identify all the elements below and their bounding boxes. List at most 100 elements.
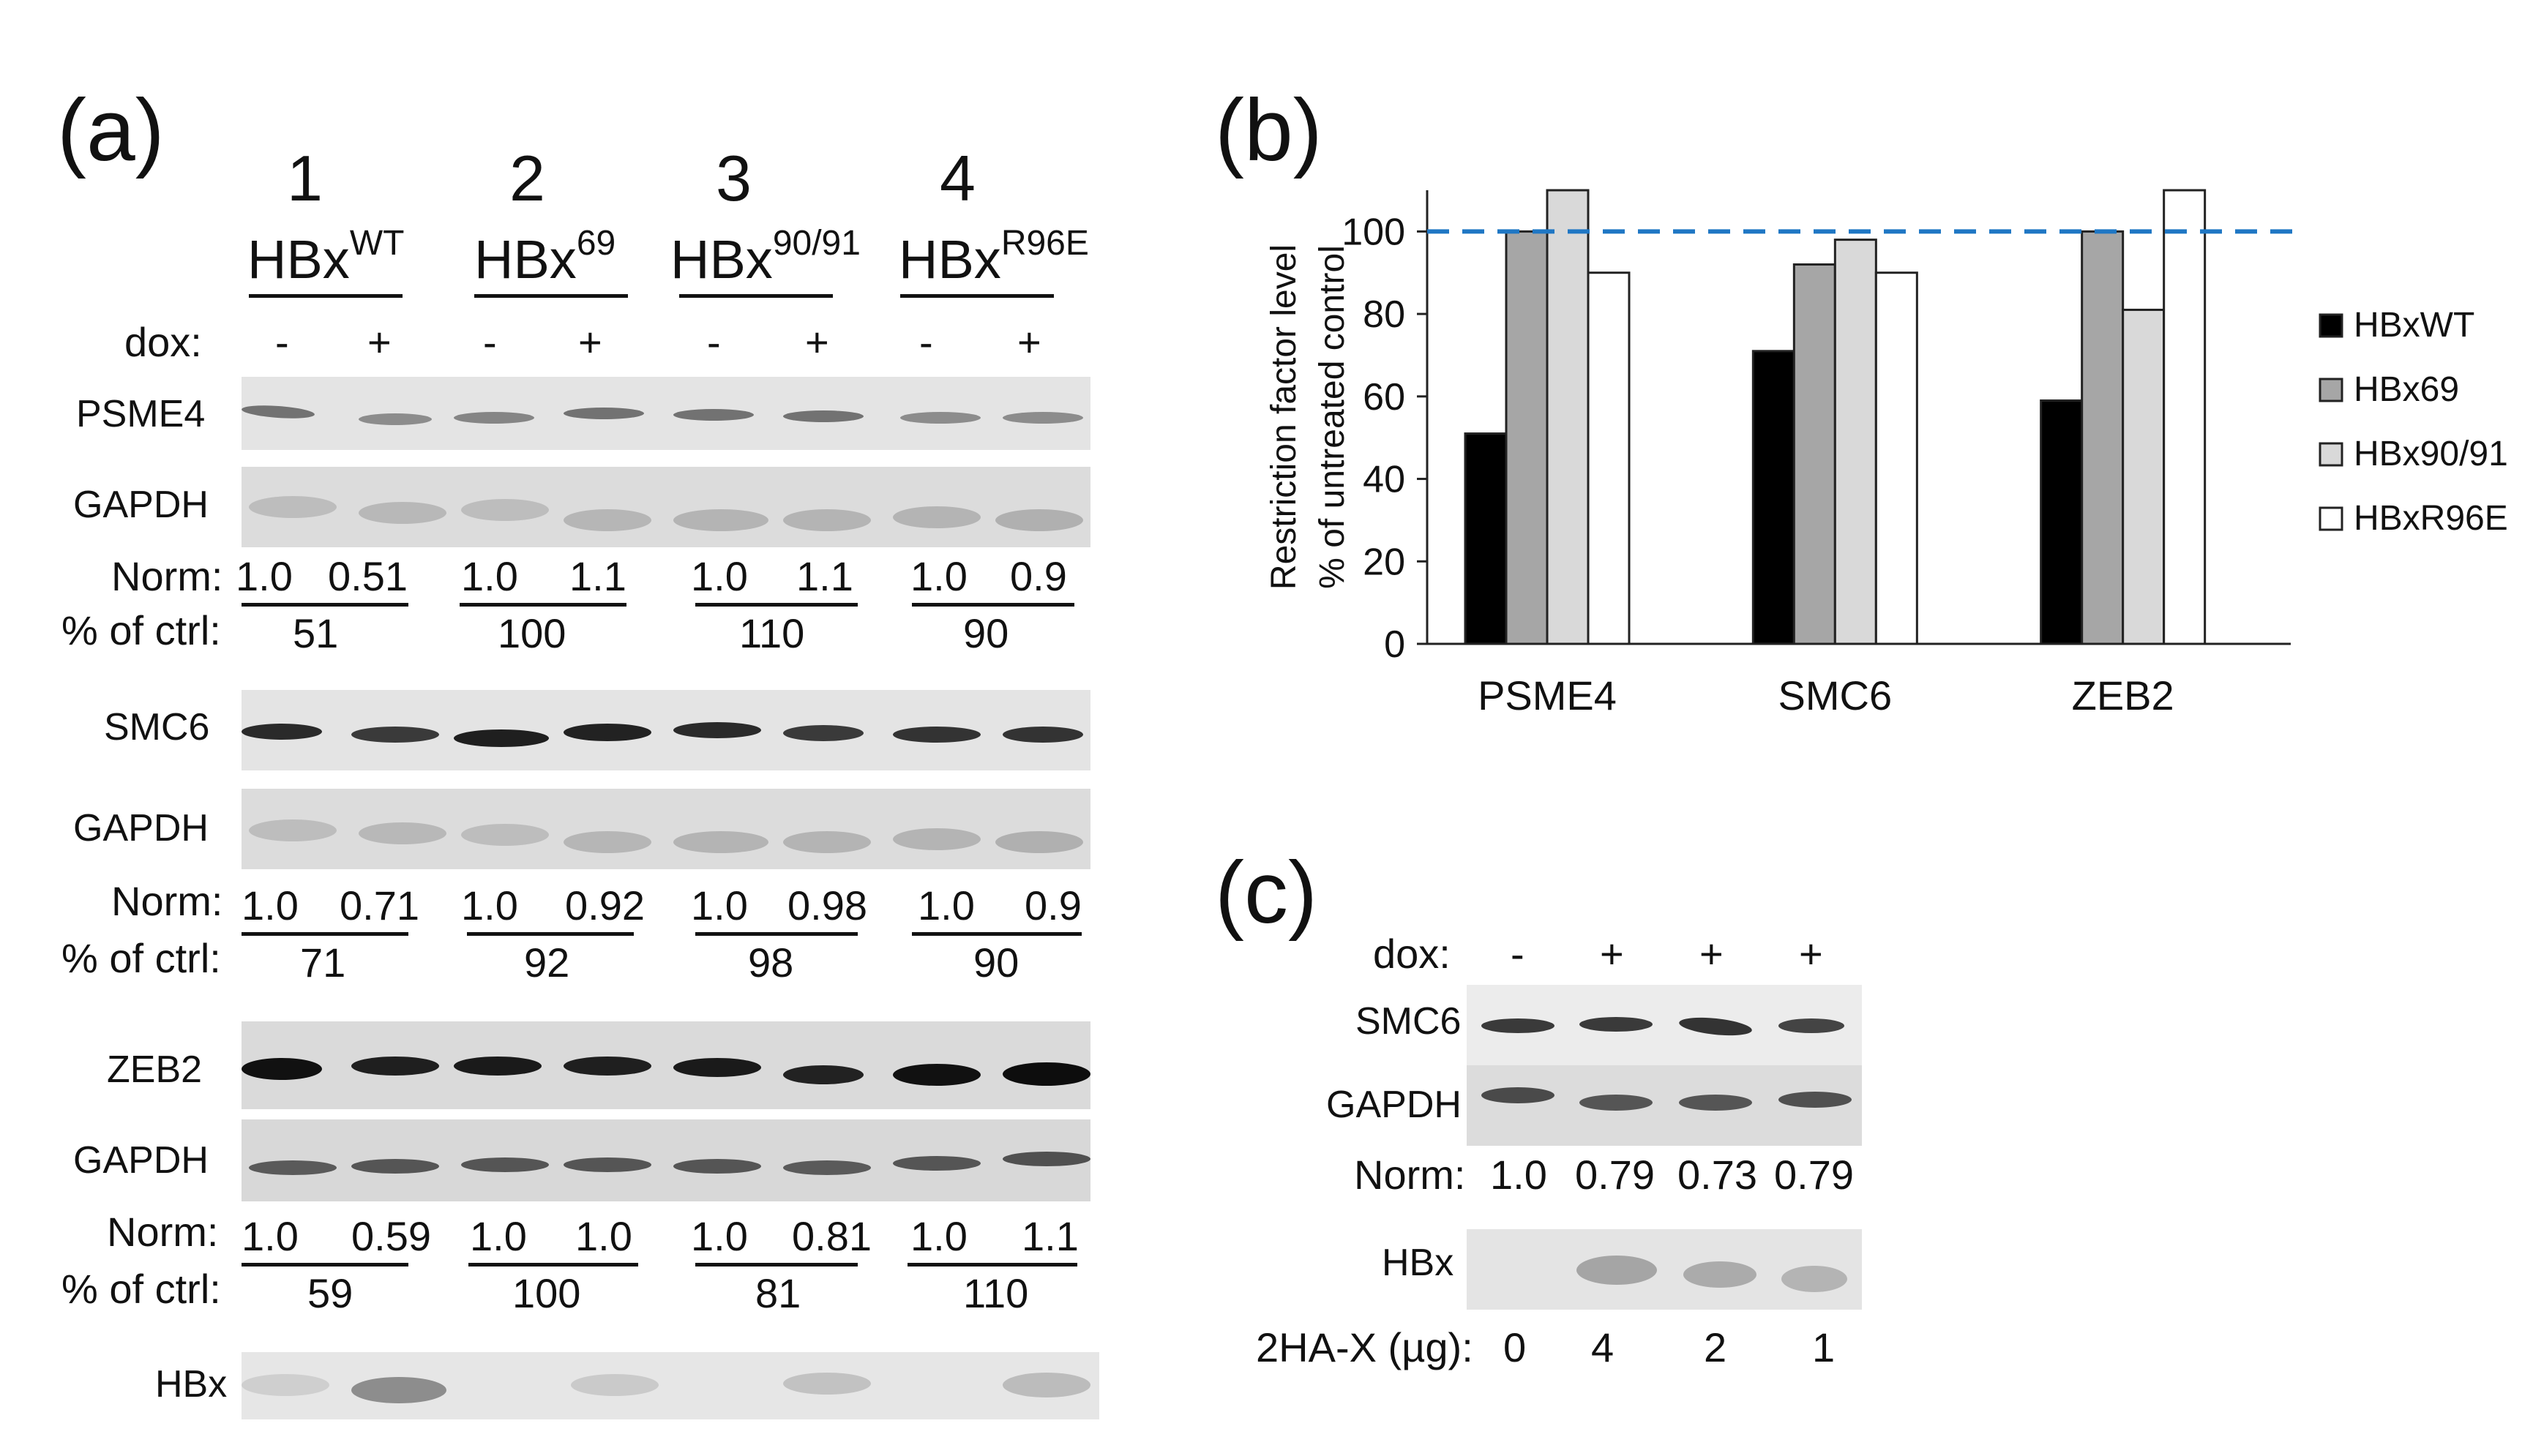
norm-value: 0.81: [792, 1213, 872, 1259]
pct-value: 90: [973, 939, 1019, 986]
dose-label: 2HA-X (µg):: [1256, 1324, 1473, 1370]
norm-value: 1.0: [910, 553, 968, 599]
lane-number: 4: [940, 142, 976, 214]
pct-value: 90: [963, 610, 1009, 656]
bar: [2081, 230, 2125, 645]
dox-sign: +: [1600, 931, 1624, 977]
gapdh-blot: [1467, 1065, 1862, 1146]
lane-number: 1: [287, 142, 323, 214]
dox-sign: +: [578, 319, 602, 365]
blot-loading-label: GAPDH: [73, 484, 209, 526]
norm-value: 1.0: [918, 882, 975, 928]
bar: [2163, 189, 2207, 645]
bar: [1751, 350, 1795, 645]
pct-underline: [695, 603, 858, 607]
norm-value: 0.98: [787, 882, 867, 928]
norm-value: 1.0: [470, 1213, 527, 1259]
dox-label: dox:: [124, 319, 202, 365]
y-tick-label: 100: [1342, 211, 1405, 253]
dose-value: 1: [1812, 1324, 1836, 1370]
norm-value: 1.0: [691, 1213, 748, 1259]
bar: [1505, 230, 1549, 645]
blot-loading-label: GAPDH: [1326, 1084, 1462, 1126]
lane-construct-label: HBxR96E: [899, 224, 1089, 290]
pct-value: 81: [755, 1270, 801, 1316]
dox-sign: -: [919, 319, 933, 365]
norm-value: 1.0: [236, 553, 293, 599]
lane-construct-label: HBx90/91: [670, 224, 861, 290]
pct-value: 110: [963, 1270, 1029, 1316]
bar-chart: 0 20 40 60 80 100 Restriction factor level % of…: [1265, 189, 2508, 718]
pct-underline: [912, 932, 1082, 936]
hbx-blot: [242, 1352, 1099, 1419]
pct-underline: [908, 1263, 1077, 1267]
dox-sign: -: [707, 319, 721, 365]
bar: [1874, 271, 1918, 645]
pct-underline: [242, 1263, 408, 1267]
norm-value: 1.0: [461, 882, 518, 928]
y-tick-label: 20: [1363, 541, 1405, 583]
gapdh-blot: [242, 1119, 1090, 1201]
psme4-blot: [242, 377, 1090, 450]
pct-value: 100: [498, 610, 566, 656]
norm-value: 1.0: [1490, 1152, 1547, 1198]
lane-underline: [679, 294, 833, 298]
legend-label: HBxWT: [2354, 306, 2474, 345]
norm-value: 1.0: [691, 553, 748, 599]
gapdh-blot: [242, 789, 1090, 869]
bar: [1792, 263, 1836, 645]
gapdh-blot: [242, 467, 1090, 547]
norm-label: Norm:: [111, 553, 223, 599]
norm-value: 1.0: [242, 882, 299, 928]
dose-value: 0: [1503, 1324, 1527, 1370]
blot-target-label: SMC6: [1355, 1000, 1462, 1043]
lane-underline: [900, 294, 1054, 298]
pct-value: 110: [739, 610, 805, 656]
norm-value: 0.9: [1025, 882, 1082, 928]
pct-label: % of ctrl:: [61, 1266, 221, 1312]
y-axis-label: % of untreated control: [1313, 245, 1352, 589]
dox-sign: -: [275, 319, 289, 365]
panel-c-label: (c): [1215, 844, 1317, 942]
lane-construct-label: HBxWT: [247, 224, 405, 290]
bar: [1587, 271, 1631, 645]
norm-label: Norm:: [1354, 1152, 1466, 1198]
blot-target-label: HBx: [155, 1363, 228, 1406]
bar: [2040, 399, 2084, 645]
lane-number: 3: [716, 142, 752, 214]
bar: [1833, 239, 1877, 645]
lane-underline: [474, 294, 628, 298]
norm-value: 1.1: [796, 553, 853, 599]
dose-value: 4: [1591, 1324, 1615, 1370]
legend-swatch: [2319, 313, 2343, 338]
norm-value: 1.1: [569, 553, 626, 599]
norm-value: 1.0: [575, 1213, 632, 1259]
pct-value: 59: [307, 1270, 353, 1316]
norm-label: Norm:: [107, 1209, 219, 1255]
dose-value: 2: [1704, 1324, 1727, 1370]
pct-underline: [242, 932, 408, 936]
pct-label: % of ctrl:: [61, 935, 221, 981]
zeb2-blot: [242, 1021, 1090, 1109]
panel-b-label: (b): [1215, 81, 1322, 179]
bar: [2122, 308, 2166, 645]
dox-sign: +: [367, 319, 392, 365]
pct-value: 98: [748, 939, 794, 986]
norm-label: Norm:: [111, 878, 223, 924]
y-tick-label: 60: [1363, 376, 1405, 419]
lane-number: 2: [509, 142, 545, 214]
legend-label: HBxR96E: [2354, 499, 2508, 538]
norm-value: 0.73: [1677, 1152, 1757, 1198]
legend-label: HBx90/91: [2354, 435, 2508, 473]
pct-value: 92: [524, 939, 570, 986]
dox-sign: -: [1511, 931, 1524, 977]
pct-label: % of ctrl:: [61, 607, 221, 653]
norm-value: 0.59: [351, 1213, 431, 1259]
norm-value: 0.9: [1010, 553, 1067, 599]
norm-value: 0.79: [1774, 1152, 1854, 1198]
norm-value: 0.79: [1575, 1152, 1655, 1198]
legend-label: HBx69: [2354, 370, 2459, 409]
pct-value: 100: [512, 1270, 581, 1316]
x-tick-label: ZEB2: [2072, 672, 2174, 718]
panel-a-label: (a): [57, 81, 165, 179]
